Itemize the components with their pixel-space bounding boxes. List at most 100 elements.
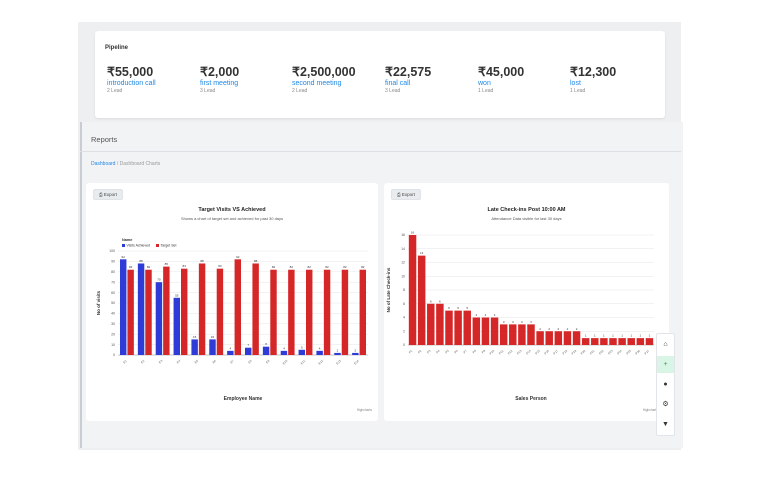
x-tick-label: P25 (625, 349, 632, 356)
x-tick-label: P6 (453, 349, 459, 355)
y-tick-label: 0 (403, 343, 405, 347)
chat-icon[interactable]: ● (663, 381, 668, 388)
stage-amount: ₹2,000 (200, 65, 240, 79)
y-tick-label: 50 (111, 301, 115, 305)
x-tick-label: E6 (211, 359, 217, 365)
bar (155, 282, 163, 355)
y-axis-label: No of visits (96, 290, 101, 315)
y-tick-label: 12 (401, 261, 405, 265)
x-tick-label: P19 (571, 349, 578, 356)
y-tick-label: 8 (403, 288, 405, 292)
x-tick-label: P3 (426, 349, 432, 355)
pipeline-stage[interactable]: ₹55,000 introduction call 2 Lead (107, 65, 197, 95)
bar (352, 352, 359, 355)
x-tick-label: E5 (194, 359, 200, 365)
x-tick-label: P21 (589, 349, 596, 356)
pipeline-stage[interactable]: ₹12,300 lost 1 Lead (570, 65, 660, 95)
pipeline-stage[interactable]: ₹2,500,000 second meeting 2 Lead (292, 65, 382, 95)
plus-icon[interactable]: + (657, 356, 674, 373)
bar (645, 338, 654, 345)
bar (234, 259, 241, 355)
bar (288, 269, 295, 355)
x-tick-label: E12 (317, 359, 324, 366)
x-tick-label: P1 (408, 349, 414, 355)
stage-amount: ₹2,500,000 (292, 65, 356, 79)
stage-name-link[interactable]: final call (385, 80, 411, 87)
x-tick-label: E10 (282, 359, 289, 366)
data-label: 2 (355, 348, 357, 352)
x-tick-label: P18 (562, 349, 569, 356)
stage-name-link[interactable]: lost (570, 80, 581, 87)
pipeline-stage[interactable]: ₹22,575 final call 3 Lead (385, 65, 475, 95)
legend-swatch (122, 244, 125, 247)
data-label: 82 (129, 265, 133, 269)
bar (609, 338, 617, 345)
y-tick-label: 20 (111, 332, 115, 336)
bar (536, 331, 544, 345)
data-label: 1 (639, 334, 641, 338)
pipeline-card: Pipeline ₹55,000 introduction call 2 Lea… (95, 31, 665, 118)
bar (417, 255, 426, 345)
data-label: 1 (603, 334, 605, 338)
data-label: 1 (585, 334, 587, 338)
export-label: Export (103, 192, 117, 197)
stage-name-link[interactable]: second meeting (292, 80, 342, 87)
stage-name-link[interactable]: introduction call (107, 80, 156, 87)
bar (527, 324, 535, 345)
x-tick-label: P22 (598, 349, 605, 356)
x-tick-label: P10 (489, 349, 496, 356)
data-label: 5 (301, 345, 303, 349)
chevron-down-icon[interactable]: ▼ (662, 421, 669, 428)
bar (481, 317, 490, 345)
home-icon[interactable]: ⌂ (663, 341, 668, 348)
x-tick-label: P26 (634, 349, 641, 356)
export-button[interactable]: ⎙ Export (391, 189, 421, 200)
data-label: 88 (200, 259, 204, 263)
bar (173, 297, 180, 355)
export-label: Export (401, 192, 415, 197)
chart-credit: Highcharts (357, 408, 373, 412)
bar (181, 268, 188, 355)
x-tick-label: E11 (300, 359, 307, 366)
bar (581, 338, 590, 345)
bar (341, 269, 349, 355)
x-axis-label: Employee Name (224, 396, 263, 402)
data-label: 2 (539, 327, 541, 331)
reports-title: Reports (91, 135, 118, 144)
pipeline-title: Pipeline (105, 45, 129, 51)
stage-name-link[interactable]: won (478, 80, 491, 87)
bar (209, 339, 216, 355)
export-icon: ⎙ (397, 192, 402, 197)
export-button[interactable]: ⎙ Export (93, 189, 123, 200)
legend-label: Visits Achieved (127, 244, 151, 248)
chart-subtitle: Shows a chart of target set and achieved… (180, 216, 284, 221)
bar (227, 350, 234, 355)
x-tick-label: E1 (122, 359, 128, 365)
x-tick-label: P4 (435, 349, 441, 355)
data-label: 85 (165, 262, 169, 266)
x-tick-label: E13 (335, 359, 342, 366)
bar (191, 339, 198, 355)
x-tick-label: E4 (176, 359, 182, 365)
y-tick-label: 70 (111, 280, 115, 284)
y-tick-label: 2 (403, 329, 405, 333)
breadcrumb-dashboard-link[interactable]: Dashboard (91, 161, 116, 167)
data-label: 82 (290, 265, 294, 269)
data-label: 3 (512, 320, 514, 324)
bar (145, 269, 152, 355)
data-label: 6 (430, 299, 432, 303)
chart-panel-late-checkins: ⎙ Export Late Check-ins Post 10:00 AM At… (384, 183, 669, 421)
x-tick-label: P24 (616, 349, 623, 356)
y-tick-label: 30 (111, 322, 115, 326)
x-tick-label: P2 (417, 349, 423, 355)
data-label: 4 (230, 346, 232, 350)
bar (120, 259, 127, 355)
data-label: 1 (630, 334, 632, 338)
pipeline-stage[interactable]: ₹45,000 won 1 Lead (478, 65, 568, 95)
pipeline-stage[interactable]: ₹2,000 first meeting 3 Lead (200, 65, 290, 95)
data-label: 4 (494, 313, 496, 317)
stage-name-link[interactable]: first meeting (200, 80, 239, 87)
stage-lead-count: 1 Lead (570, 88, 586, 94)
bar (636, 338, 645, 345)
settings-icon[interactable]: ⚙ (662, 401, 669, 408)
